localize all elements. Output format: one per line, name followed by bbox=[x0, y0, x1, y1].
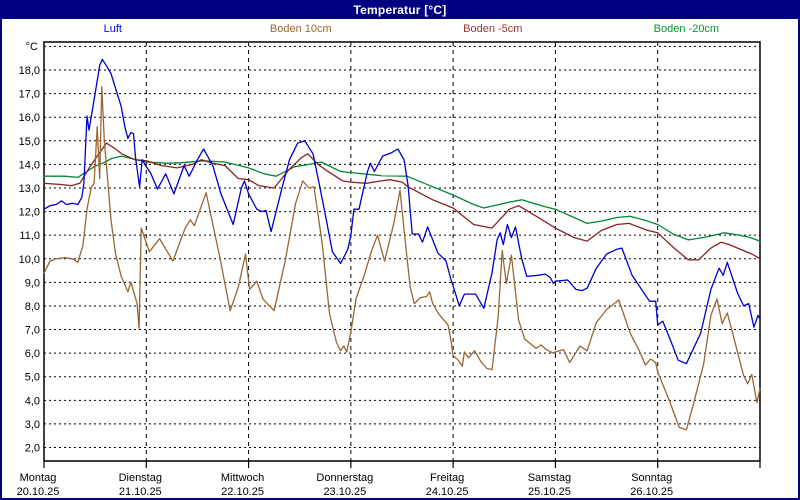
x-date-label: 25.10.25 bbox=[528, 486, 571, 498]
x-day-label: Sonntag bbox=[631, 472, 672, 484]
title-bar: Temperatur [°C] bbox=[0, 0, 800, 19]
x-date-label: 23.10.25 bbox=[323, 486, 366, 498]
y-tick-label: 18,0 bbox=[19, 65, 40, 77]
y-tick-label: 16,0 bbox=[19, 112, 40, 124]
y-tick-label: 17,0 bbox=[19, 89, 40, 101]
y-tick-label: 15,0 bbox=[19, 136, 40, 148]
y-tick-label: 2,0 bbox=[25, 443, 40, 455]
y-tick-label: 8,0 bbox=[25, 301, 40, 313]
legend-item-luft: Luft bbox=[103, 23, 122, 35]
chart-legend: Luft Boden 10cm Boden -5cm Boden -20cm bbox=[0, 23, 800, 39]
window-title: Temperatur [°C] bbox=[353, 2, 447, 17]
series-boden-5cm bbox=[43, 142, 761, 261]
legend-item-boden-minus20cm: Boden -20cm bbox=[653, 23, 720, 35]
x-date-label: 22.10.25 bbox=[221, 486, 264, 498]
plot-border bbox=[43, 41, 761, 462]
y-tick-label: 3,0 bbox=[25, 419, 40, 431]
y-tick-label: 14,0 bbox=[19, 159, 40, 171]
x-day-label: Donnerstag bbox=[316, 472, 373, 484]
y-tick-label: 11,0 bbox=[19, 230, 40, 242]
x-day-label: Dienstag bbox=[119, 472, 162, 484]
y-tick-label: 5,0 bbox=[25, 372, 40, 384]
series-boden-20cm bbox=[43, 155, 761, 242]
series-boden-10cm bbox=[43, 85, 761, 431]
y-tick-label: 10,0 bbox=[19, 254, 40, 266]
y-axis-unit: °C bbox=[26, 41, 38, 53]
x-day-label: Freitag bbox=[430, 472, 464, 484]
series-luft bbox=[43, 58, 761, 365]
y-tick-label: 12,0 bbox=[19, 207, 40, 219]
x-day-label: Samstag bbox=[528, 472, 571, 484]
y-tick-label: 9,0 bbox=[25, 277, 40, 289]
y-tick-label: 4,0 bbox=[25, 395, 40, 407]
y-tick-label: 6,0 bbox=[25, 348, 40, 360]
x-date-label: 20.10.25 bbox=[17, 486, 60, 498]
legend-item-boden-minus5cm: Boden -5cm bbox=[463, 23, 523, 35]
x-day-label: Montag bbox=[20, 472, 57, 484]
x-date-label: 26.10.25 bbox=[630, 486, 673, 498]
legend-item-boden-10cm: Boden 10cm bbox=[269, 23, 332, 35]
y-tick-label: 7,0 bbox=[25, 325, 40, 337]
x-date-label: 21.10.25 bbox=[119, 486, 162, 498]
y-tick-label: 13,0 bbox=[19, 183, 40, 195]
x-date-label: 24.10.25 bbox=[426, 486, 469, 498]
x-day-label: Mittwoch bbox=[221, 472, 264, 484]
